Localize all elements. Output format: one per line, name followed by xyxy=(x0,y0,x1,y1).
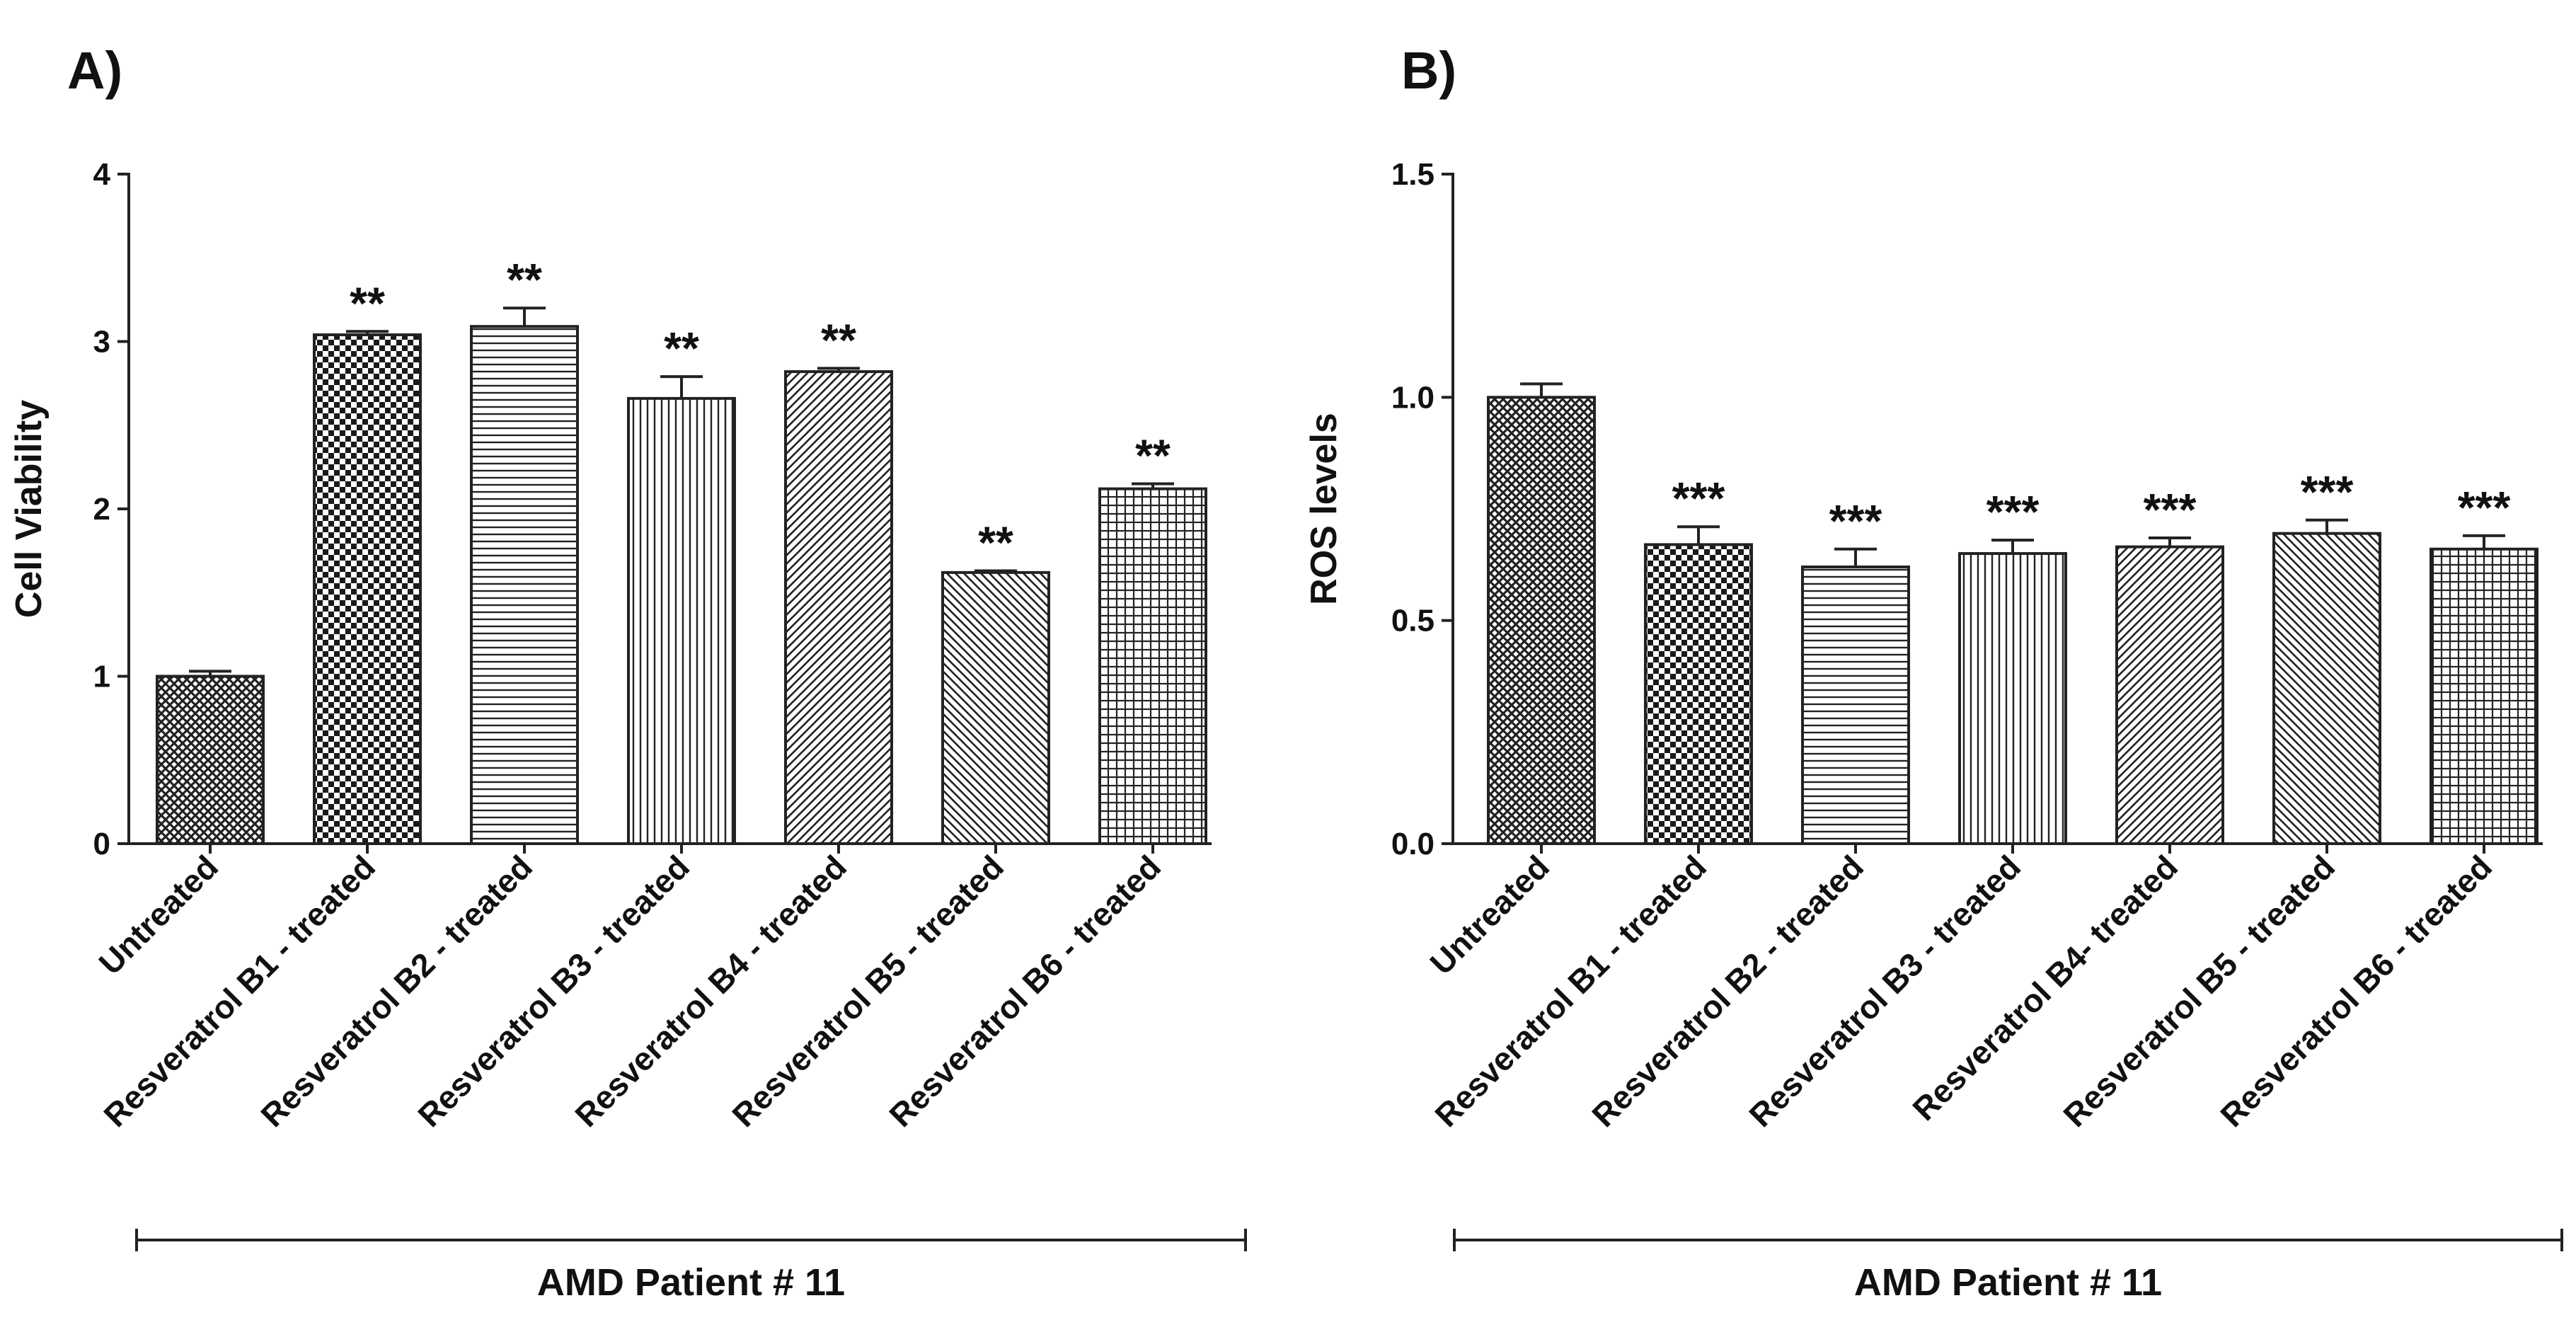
significance-label: *** xyxy=(1672,473,1725,524)
x-tick-label: Resveratrol B4- treated xyxy=(1905,848,2185,1127)
panel-label: A) xyxy=(67,41,122,100)
panel-label: B) xyxy=(1401,41,1456,100)
y-tick-label: 3 xyxy=(93,325,110,360)
x-tick-label: Resveratrol B5 - treated xyxy=(2056,848,2342,1134)
significance-label: *** xyxy=(2301,466,2354,517)
x-tick-label: Untreated xyxy=(91,848,225,982)
y-tick-label: 1.0 xyxy=(1391,380,1434,415)
bar xyxy=(2430,547,2538,845)
significance-label: ** xyxy=(1135,430,1171,481)
bar xyxy=(313,333,422,846)
y-tick-label: 4 xyxy=(93,157,111,192)
y-tick-label: 1.5 xyxy=(1391,157,1434,192)
y-axis-label: ROS levels xyxy=(1304,413,1345,605)
bar xyxy=(470,325,579,845)
bar xyxy=(2272,532,2381,845)
bar xyxy=(784,370,893,845)
x-tick-label: Resveratrol B1 - treated xyxy=(96,848,382,1134)
significance-label: *** xyxy=(1829,495,1882,546)
significance-label: ** xyxy=(507,254,542,305)
panel-b: B) ROS levels 0.0 0.5 1.0 1.5 Untreated *** Resv… xyxy=(1304,41,2563,1304)
significance-label: ** xyxy=(978,517,1013,568)
x-tick-label: Resveratrol B6 - treated xyxy=(2213,848,2499,1134)
group-label: AMD Patient # 11 xyxy=(537,1261,845,1304)
significance-label: *** xyxy=(1986,486,2040,537)
significance-label: *** xyxy=(2458,482,2511,533)
x-tick-label: Resveratrol B3 - treated xyxy=(1742,848,2028,1134)
significance-label: ** xyxy=(821,314,856,365)
bar xyxy=(1958,552,2067,845)
x-tick-label: Resveratrol B6 - treated xyxy=(882,848,1168,1134)
x-tick-label: Resveratrol B2 - treated xyxy=(1585,848,1870,1134)
y-tick-label: 0.0 xyxy=(1391,827,1434,861)
x-tick-label: Untreated xyxy=(1422,848,1556,982)
significance-label: ** xyxy=(664,323,699,374)
y-axis-label: Cell Viability xyxy=(8,400,50,618)
y-tick-label: 2 xyxy=(93,492,110,527)
group-label: AMD Patient # 11 xyxy=(1854,1261,2162,1304)
bar xyxy=(1801,565,1910,846)
x-tick-label: Resveratrol B1 - treated xyxy=(1427,848,1713,1134)
x-tick-label: Resveratrol B5 - treated xyxy=(725,848,1011,1134)
bar xyxy=(627,396,736,845)
significance-label: ** xyxy=(350,277,385,328)
x-tick-label: Resveratrol B4 - treated xyxy=(568,848,853,1134)
bar xyxy=(1487,396,1596,845)
y-tick-label: 1 xyxy=(93,660,110,694)
bar xyxy=(2115,545,2224,846)
x-tick-label: Resveratrol B2 - treated xyxy=(253,848,539,1134)
bar xyxy=(156,675,265,845)
y-tick-label: 0.5 xyxy=(1391,604,1434,638)
significance-label: *** xyxy=(2144,484,2197,535)
panel-a: A) Cell Viability 0 1 2 3 4 Untreated ** Resverat… xyxy=(8,41,1247,1304)
y-tick-label: 0 xyxy=(93,827,110,861)
bar xyxy=(941,570,1050,845)
bar xyxy=(1098,487,1207,845)
bar xyxy=(1644,543,1753,845)
x-tick-label: Resveratrol B3 - treated xyxy=(410,848,696,1134)
